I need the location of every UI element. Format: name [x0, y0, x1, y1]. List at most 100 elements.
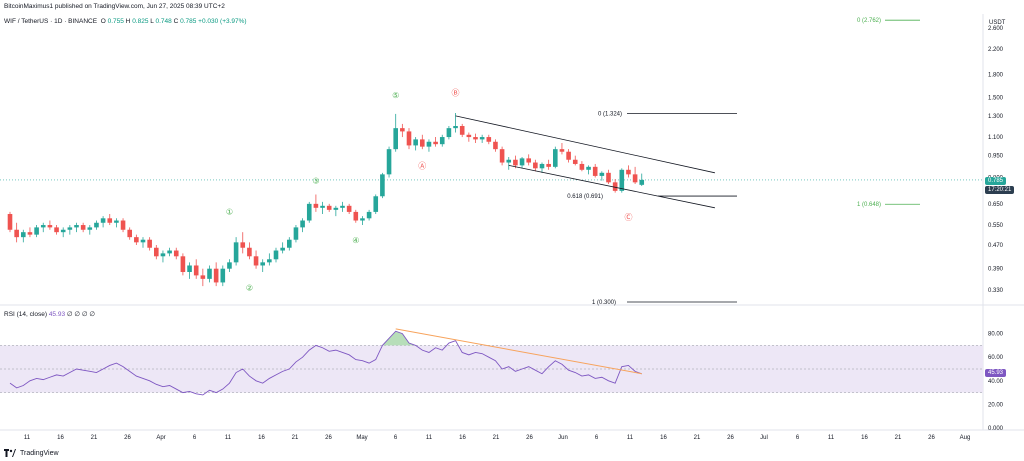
time-tick-1: 16 [57, 435, 64, 441]
rsi-tick-2: 40.00 [988, 379, 1004, 385]
price-tick-9: 0.550 [988, 223, 1004, 229]
candle-body [240, 242, 246, 248]
time-tick-20: 21 [694, 435, 701, 441]
brand-name: TradingView [20, 449, 59, 457]
candle-body [513, 159, 518, 166]
tradingview-logo-icon [4, 449, 16, 457]
time-tick-22: Jul [760, 435, 768, 441]
candle-body [626, 169, 631, 175]
price-tick-11: 0.390 [988, 267, 1004, 273]
candle-body [320, 205, 325, 208]
candle-body [340, 205, 345, 208]
price-tick-3: 1.500 [988, 96, 1004, 102]
candle-body [439, 137, 445, 145]
price-tick-0: 2.600 [988, 26, 1004, 32]
time-tick-4: Apr [156, 435, 165, 441]
candle-body [632, 174, 638, 183]
candle-body [306, 203, 312, 221]
time-tick-24: 11 [828, 435, 835, 441]
price-tick-6: 0.950 [988, 154, 1004, 160]
candle-body [599, 172, 605, 176]
ohlc-c-label: C [173, 18, 179, 25]
time-tick-9: 26 [325, 435, 332, 441]
candle-body [606, 172, 611, 183]
time-tick-27: 26 [928, 435, 935, 441]
time-tick-15: 26 [526, 435, 533, 441]
ext-label: 1 (0.648) [857, 202, 881, 208]
candle-body [360, 218, 365, 221]
candle-body [579, 163, 585, 170]
candle-body [493, 141, 498, 150]
candle-body [74, 225, 79, 228]
rsi-tick-4: 0.000 [988, 426, 1004, 432]
rsi-extra-1: ∅ [74, 311, 81, 318]
rsi-extra-3: ∅ [89, 311, 96, 318]
wave-label: ④ [352, 236, 359, 245]
channel-lines [455, 115, 715, 209]
candle-body [207, 268, 212, 279]
wave-label: ① [226, 207, 233, 216]
price-axis[interactable]: 2.6002.2001.8001.5001.3001.1000.9500.800… [988, 26, 1004, 294]
time-axis[interactable]: 11 16 21 26 Apr 6 11 16 21 26 May 6 11 16 21 26 Jun 6 11 16… [24, 435, 970, 441]
rsi-overbought-fill [382, 331, 416, 346]
candle-body [100, 218, 106, 223]
candle-body [406, 131, 412, 146]
wave-label: Ⓑ [452, 88, 460, 97]
candle-body [592, 166, 598, 176]
candle-body [60, 229, 66, 233]
candle-body [220, 268, 226, 283]
candle-body [154, 247, 159, 257]
candle-body [393, 128, 398, 150]
candle-body [386, 149, 392, 175]
candle-body [233, 242, 239, 263]
rsi-trendline [395, 328, 642, 375]
symbol-text[interactable]: WIF / TetherUS · 1D · BINANCE [4, 18, 98, 25]
time-tick-13: 16 [459, 435, 466, 441]
candle-body [47, 225, 53, 228]
candle-body [459, 126, 465, 135]
candle-body [167, 250, 172, 254]
candle-body [453, 126, 458, 129]
publish-info: BitcoinMaximus1 published on TradingView… [4, 3, 225, 10]
candle-body [479, 137, 485, 140]
candle-body [313, 203, 319, 208]
candle-body [187, 265, 192, 272]
ohlc-h-value: 0.825 [132, 18, 149, 25]
symbol-legend: WIF / TetherUS · 1D · BINANCE O 0.755 H … [4, 18, 247, 25]
rsi-tick-1: 60.00 [988, 355, 1004, 361]
candle-body [612, 182, 618, 191]
price-tick-2: 1.800 [988, 73, 1004, 79]
ohlc-l-label: L [150, 18, 154, 25]
candle-body [426, 141, 432, 147]
candle-body [446, 128, 452, 138]
wave-label: Ⓐ [418, 162, 426, 171]
candle-body [107, 218, 113, 223]
candle-body [34, 227, 39, 235]
candle-body [193, 265, 199, 276]
rsi-extra-0: ∅ [66, 311, 73, 318]
ohlc-o-label: O [100, 18, 106, 25]
rsi-legend: RSI (14, close) 45.93 ∅ ∅ ∅ ∅ [4, 310, 95, 318]
rsi-axis[interactable]: 80.00 60.00 40.00 20.00 0.000 [988, 332, 1004, 432]
time-tick-3: 26 [124, 435, 131, 441]
candle-body [346, 205, 352, 212]
tradingview-brand[interactable]: TradingView [4, 449, 59, 457]
candle-body [287, 239, 292, 248]
ohlc-c-value: 0.785 [180, 18, 197, 25]
candle-body [420, 139, 425, 147]
candle-body [300, 220, 305, 228]
candle-body [260, 262, 265, 266]
wave-label: Ⓒ [624, 213, 632, 222]
rsi-title[interactable]: RSI (14, close) [4, 311, 47, 318]
fib-label: 1 (0.300) [592, 300, 616, 306]
time-tick-16: Jun [558, 435, 568, 441]
candle-body [333, 207, 339, 210]
rsi-tick-0: 80.00 [988, 332, 1004, 338]
channel-lower [508, 164, 715, 209]
candle-body [114, 220, 119, 223]
time-tick-14: 21 [493, 435, 500, 441]
rsi-tick-3: 20.00 [988, 402, 1004, 408]
time-tick-0: 11 [24, 435, 31, 441]
ohlc-h-label: H [125, 18, 131, 25]
